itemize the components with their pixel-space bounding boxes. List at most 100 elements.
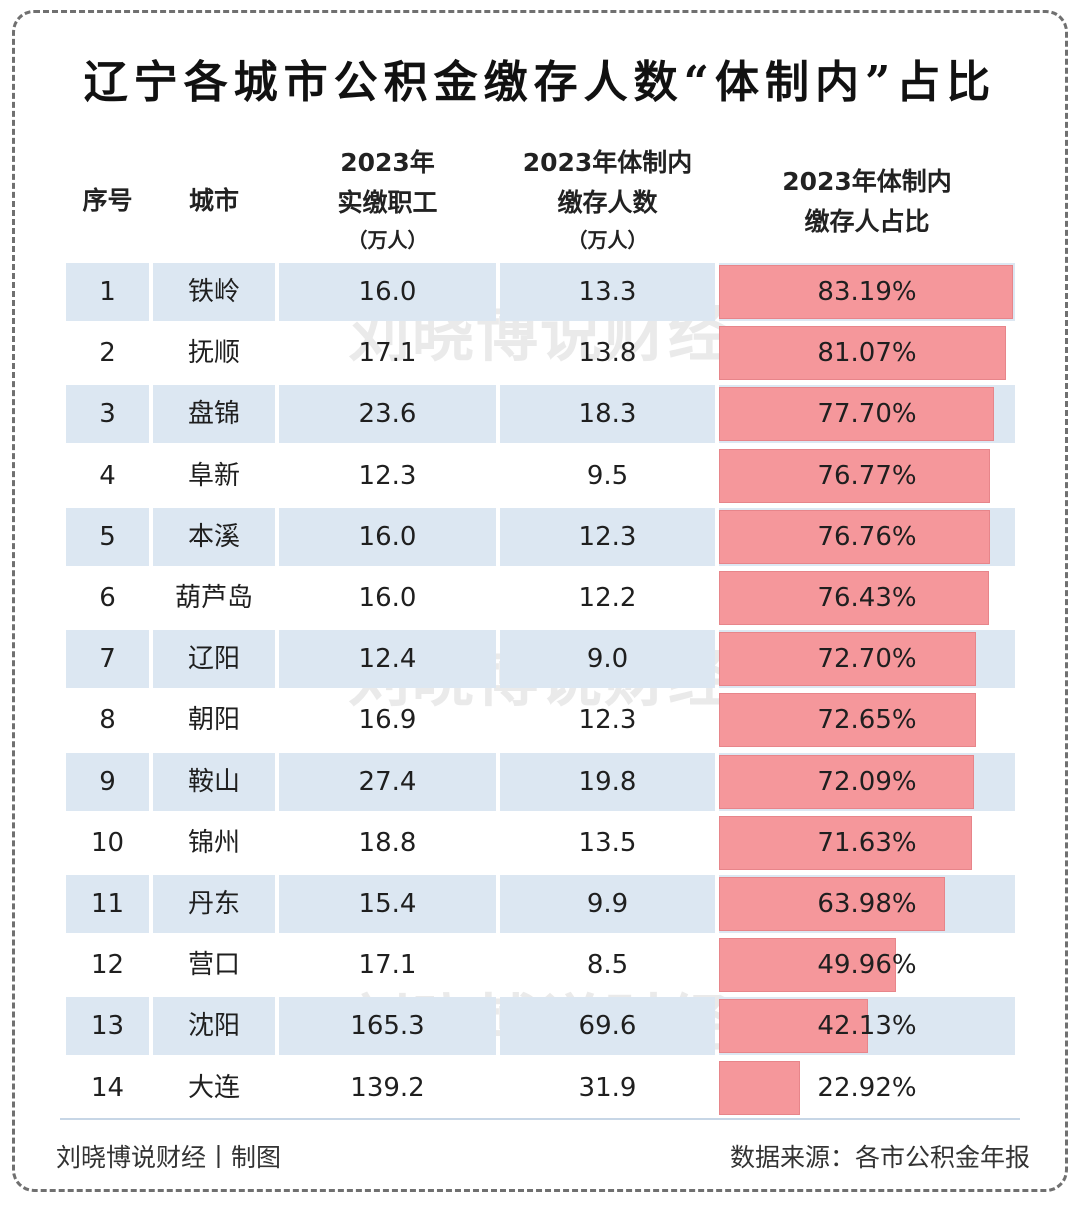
header-share-line1: 2023年体制内 [782,167,952,196]
header-employees-line1: 2023年 [340,148,435,177]
table-row: 2 抚顺 17.1 13.8 81.07% [66,324,1015,382]
table-row: 6 葫芦岛 16.0 12.2 76.43% [66,569,1015,627]
cell-index: 2 [99,338,116,369]
share-label: 72.70% [817,644,917,675]
header-share-line2: 缴存人占比 [804,207,930,236]
table-row: 11 丹东 15.4 9.9 63.98% [66,875,1015,933]
cell-city: 锦州 [187,827,240,858]
cell-public: 9.9 [500,875,715,933]
footer-credit: 刘晓博说财经丨制图 [56,1143,282,1172]
cell-city: 葫芦岛 [174,583,253,613]
table-row: 14 大连 139.2 31.9 22.92% [66,1059,1015,1117]
cell-employees: 139.2 [350,1072,425,1103]
share-bar [719,387,994,442]
cell-index: 10 [90,827,125,858]
header-public: 2023年体制内 缴存人数 （万人） [500,143,715,257]
table-row: 5 本溪 16.0 12.3 76.76% [66,507,1015,566]
cell-public: 13.8 [578,338,637,369]
cell-employees: 12.4 [279,630,496,689]
cell-public: 69.6 [500,997,715,1056]
cell-public: 13.3 [500,263,715,321]
cell-city: 辽阳 [153,630,275,689]
cell-public: 31.9 [578,1072,637,1103]
cell-index: 1 [66,263,149,321]
share-label: 76.77% [817,460,917,491]
cell-city: 阜新 [187,460,240,491]
cell-employees: 165.3 [279,997,496,1056]
cell-city: 丹东 [153,875,275,933]
cell-employees: 16.0 [279,507,496,566]
share-label: 76.43% [817,583,917,613]
cell-city: 鞍山 [153,752,275,811]
cell-index: 13 [66,997,149,1056]
share-label: 71.63% [817,827,917,858]
cell-index: 3 [66,385,149,444]
share-bar [719,632,976,687]
share-label: 77.70% [817,399,917,430]
share-bar [719,999,868,1054]
header-employees-unit: （万人） [347,228,428,252]
cell-employees: 16.9 [358,705,417,736]
cell-employees: 15.4 [279,875,496,933]
cell-city: 朝阳 [187,705,240,736]
cell-public: 8.5 [586,950,629,981]
share-bar [719,571,990,625]
share-bar [719,938,896,993]
header-city: 城市 [188,186,239,215]
header-public-unit: （万人） [567,228,648,252]
chart-title: 辽宁各城市公积金缴存人数“体制内”占比 [83,57,997,108]
cell-city: 营口 [187,950,240,981]
share-label: 63.98% [817,889,917,919]
cell-index: 11 [66,875,149,933]
share-label: 72.09% [817,766,917,797]
cell-city: 抚顺 [187,338,240,369]
share-bar [719,265,1013,319]
share-label: 83.19% [817,277,917,307]
share-bar [719,448,991,503]
cell-city: 铁岭 [153,263,275,321]
table-row: 7 辽阳 12.4 9.0 72.70% [66,630,1015,689]
share-bar [719,815,973,870]
share-bar [719,877,946,931]
share-label: 81.07% [817,338,917,369]
table-row: 9 鞍山 27.4 19.8 72.09% [66,752,1015,811]
cell-public: 12.3 [578,705,637,736]
cell-index: 7 [66,630,149,689]
table-row: 1 铁岭 16.0 13.3 83.19% [66,263,1015,321]
header-share: 2023年体制内 缴存人占比 [719,162,1015,242]
share-label: 42.13% [817,1011,917,1042]
cell-public: 9.5 [586,460,629,491]
share-bar [719,1060,800,1115]
bottom-rule [60,1118,1020,1120]
table-row: 8 朝阳 16.9 12.3 72.65% [66,691,1015,749]
cell-index: 12 [90,950,125,981]
cell-public: 13.5 [578,827,637,858]
cell-public: 18.3 [500,385,715,444]
cell-employees: 16.0 [358,583,417,613]
cell-index: 14 [90,1072,125,1103]
header-public-line1: 2023年体制内 [522,148,693,177]
cell-city: 大连 [187,1072,240,1103]
cell-employees: 18.8 [358,827,417,858]
cell-employees: 27.4 [279,752,496,811]
header-employees-line2: 实缴职工 [337,188,438,217]
cell-index: 6 [99,583,116,613]
cell-city: 盘锦 [153,385,275,444]
share-bar [719,754,974,809]
share-bar [719,693,976,748]
cell-index: 5 [66,507,149,566]
table-row: 3 盘锦 23.6 18.3 77.70% [66,385,1015,444]
share-label: 22.92% [817,1072,917,1103]
cell-employees: 17.1 [358,950,417,981]
share-label: 49.96% [817,950,917,981]
share-bar [719,326,1006,381]
cell-public: 12.3 [500,507,715,566]
share-label: 76.76% [817,521,917,552]
cell-public: 9.0 [500,630,715,689]
share-bar [719,509,991,564]
cell-index: 8 [99,705,116,736]
table-row: 4 阜新 12.3 9.5 76.77% [66,447,1015,505]
cell-public: 12.2 [578,583,637,613]
header-index: 序号 [82,186,133,215]
table-row: 12 营口 17.1 8.5 49.96% [66,936,1015,994]
